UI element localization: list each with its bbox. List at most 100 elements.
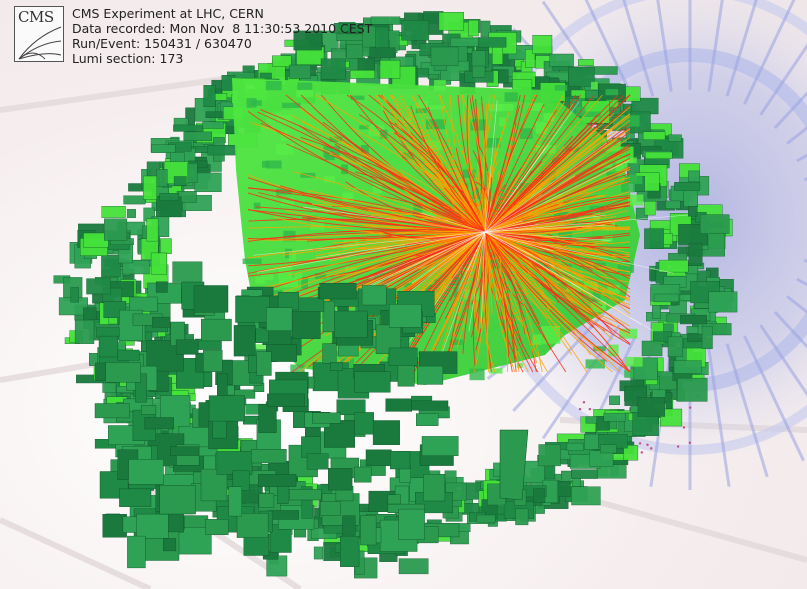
cavity-block [620,115,640,127]
endcap-block [266,307,293,332]
calo-block [438,11,464,31]
calo-block [566,442,584,451]
calo-block [674,182,701,191]
endcap-block [328,468,353,491]
calo-block [688,205,698,217]
calo-block [571,486,601,506]
track [484,100,498,233]
cavity-block [591,81,598,90]
cavity-block [276,114,293,122]
cavity-block [445,276,460,286]
cavity-block [504,92,518,102]
cavity-block [253,202,261,209]
calo-block [95,327,123,338]
endcap-block [306,453,329,470]
endcap-block [170,446,199,456]
track [332,231,486,244]
cavity-block [278,266,292,279]
cavity-block [605,89,619,96]
cavity-block [276,188,292,195]
track [484,94,595,233]
endcap-block [322,300,335,333]
track [257,231,486,273]
cavity-block [535,121,547,134]
calo-block [476,514,496,523]
calo-block [653,331,672,342]
event-info-panel: CMS CMS Experiment at LHC, CERN Data rec… [14,6,372,66]
track [287,231,486,301]
track [307,231,486,242]
calo-block [668,134,682,142]
cavity-block [265,160,282,169]
calo-block [468,19,479,37]
endcap-block [340,536,360,567]
track [410,94,486,233]
endcap-block [398,508,425,540]
track [484,101,566,233]
calo-block [401,20,430,41]
calo-block [699,214,730,234]
calo-block [103,218,128,241]
endcap-block [417,365,444,385]
cavity-block [380,129,388,139]
track [285,94,486,233]
calo-block [102,382,117,393]
cavity-block [282,102,301,108]
calo-block [293,30,322,51]
calo-block [101,255,121,278]
calo-block [86,278,111,295]
cavity-block [290,364,305,376]
cavity-block [621,183,635,193]
calo-block [538,444,561,467]
calo-block [492,47,503,65]
calo-block [172,261,203,283]
endcap-block [105,362,141,383]
track [484,131,631,233]
track [468,94,486,233]
cavity-block [542,334,561,344]
calo-block [379,60,401,79]
cavity-block [619,328,638,339]
cavity-block [372,183,382,194]
calo-block [146,218,159,242]
calo-block [708,291,738,313]
track [441,231,486,354]
calo-block [623,445,639,461]
track [330,150,486,233]
endcap-block [423,474,446,502]
calo-block [289,64,311,79]
endcap-block [127,535,146,569]
track [268,231,486,299]
endcap-block [330,362,343,371]
calo-block [532,35,553,54]
calo-block [202,121,224,129]
endcap-block [256,351,272,376]
cavity-block [583,281,598,290]
track [368,231,486,279]
track [473,231,486,332]
endcap-block [385,398,413,412]
track [403,188,486,233]
endcap-block [292,308,321,339]
calo-block [472,65,486,78]
track [484,231,555,267]
track [484,175,575,233]
endcap-block [416,413,439,426]
endcap-block [258,493,275,508]
cavity-block [529,103,544,111]
track [476,231,487,343]
cms-logo-text: CMS [18,8,54,26]
track [484,190,487,233]
cavity-block [421,154,433,160]
cavity-block [429,105,446,110]
track [410,105,486,233]
calo-block [568,66,595,87]
calo-block [173,124,204,132]
calo-block [362,25,376,48]
cms-logo: CMS [14,6,64,62]
track [438,94,486,233]
track [480,231,486,329]
track [349,94,486,233]
